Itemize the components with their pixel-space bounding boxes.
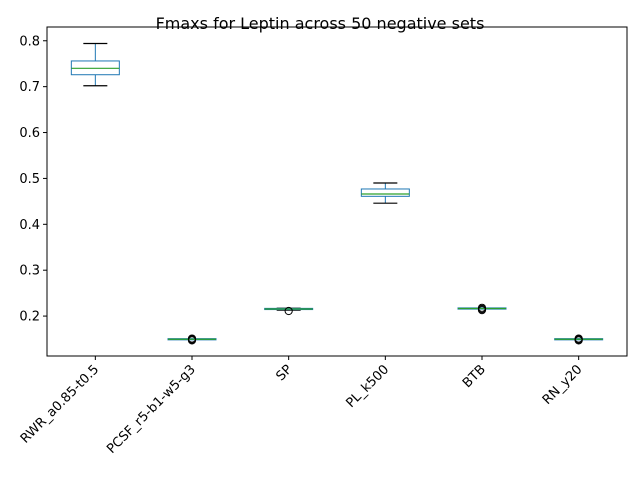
outlier-point [187,334,197,343]
y-tick-label: 0.3 [19,264,40,279]
plot-frame [46,26,628,357]
box-group-4 [457,303,507,315]
box-group-0 [70,42,120,87]
outlier-point [284,306,293,316]
y-tick-label: 0.7 [19,80,40,95]
box-group-2 [264,306,314,316]
box-group-1 [167,334,217,345]
y-tick-label: 0.6 [19,126,40,141]
outlier-point [574,334,583,343]
box-group-3 [360,182,410,204]
box-group-5 [554,334,604,345]
y-tick-label: 0.2 [19,310,40,325]
y-tick-label: 0.4 [19,218,40,233]
outlier-point [477,303,487,312]
chart-title: Fmaxs for Leptin across 50 negative sets [156,14,485,33]
iqr-box [360,188,410,197]
y-tick-label: 0.8 [19,34,40,49]
y-tick-label: 0.5 [19,172,40,187]
